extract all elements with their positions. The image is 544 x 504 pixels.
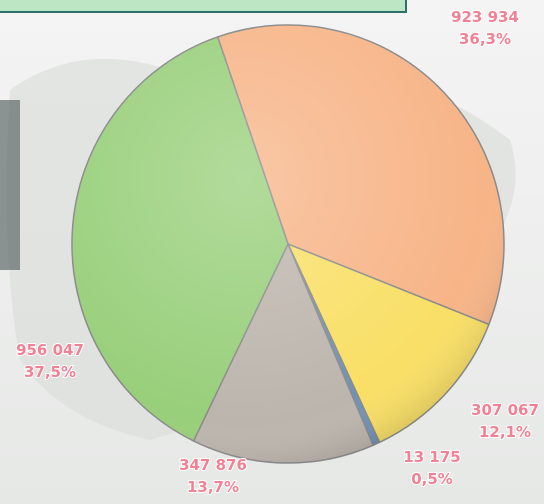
header-box [0,0,407,13]
percent-label: 36,3% [459,30,511,48]
percent-label: 13,7% [187,478,239,496]
value-label: 923 934 [451,8,519,26]
value-label: 347 876 [179,456,247,474]
percent-label: 0,5% [411,470,453,488]
value-label: 307 067 [471,401,539,419]
value-label: 956 047 [16,341,84,359]
percent-label: 12,1% [479,423,531,441]
value-label: 13 175 [403,448,460,466]
side-bar [0,100,20,270]
percent-label: 37,5% [24,363,76,381]
pie [71,24,505,464]
